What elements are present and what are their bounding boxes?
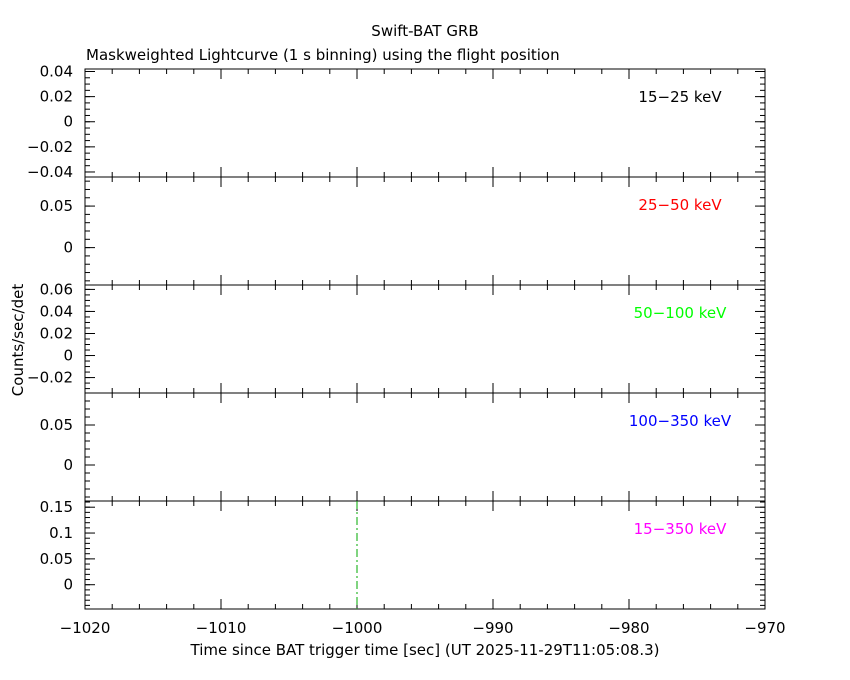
y-tick-label: 0.04 <box>40 302 73 320</box>
panel-1: −0.04 −0.02 0 0.02 0.04 15−25 keV <box>27 63 766 181</box>
panel-frame <box>84 284 766 394</box>
panel-frame <box>84 500 766 610</box>
y-tick-label: 0.02 <box>40 88 73 106</box>
panel-4: 0 0.05 100−350 keV <box>40 392 766 502</box>
panels-group: −0.04 −0.02 0 0.02 0.04 15−25 keV 0 0.05 25−50 k… <box>27 63 786 637</box>
panel-frame <box>84 392 766 502</box>
y-tick-label: 0 <box>63 239 73 257</box>
chart-subtitle: Maskweighted Lightcurve (1 s binning) us… <box>86 46 560 64</box>
y-tick-label: −0.02 <box>27 138 73 156</box>
panel-2: 0 0.05 25−50 keV <box>40 176 766 286</box>
y-tick-label: 0 <box>63 576 73 594</box>
x-tick-label: −970 <box>744 619 785 637</box>
y-tick-label: 0.15 <box>40 498 73 516</box>
y-tick-label: 0 <box>63 347 73 365</box>
band-label: 25−50 keV <box>638 196 722 214</box>
panel-5: 0 0.05 0.1 0.15 15−350 keV <box>40 498 766 610</box>
y-tick-label: 0 <box>63 456 73 474</box>
band-label: 15−350 keV <box>634 520 727 538</box>
y-tick-label: 0.05 <box>40 550 73 568</box>
y-tick-label: 0.1 <box>49 524 73 542</box>
y-tick-label: −0.04 <box>27 163 73 181</box>
band-label: 15−25 keV <box>638 88 722 106</box>
y-tick-label: 0.04 <box>40 63 73 81</box>
y-tick-label: 0.06 <box>40 280 73 298</box>
y-tick-label: −0.02 <box>27 369 73 387</box>
panel-3: −0.02 0 0.02 0.04 0.06 50−100 keV <box>27 280 766 394</box>
panel-frame <box>84 176 766 286</box>
x-tick-label: −1010 <box>196 619 247 637</box>
chart-title: Swift-BAT GRB <box>371 22 478 40</box>
y-tick-label: 0.05 <box>40 197 73 215</box>
y-tick-label: 0.02 <box>40 324 73 342</box>
x-tick-label: −980 <box>608 619 649 637</box>
y-tick-label: 0 <box>63 113 73 131</box>
y-axis-label: Counts/sec/det <box>9 284 27 397</box>
x-tick-label: −1000 <box>332 619 383 637</box>
x-axis-label: Time since BAT trigger time [sec] (UT 20… <box>190 641 660 659</box>
x-tick-label: −990 <box>472 619 513 637</box>
x-tick-label: −1020 <box>60 619 111 637</box>
y-tick-label: 0.05 <box>40 416 73 434</box>
band-label: 50−100 keV <box>634 304 727 322</box>
panel-frame <box>84 68 766 178</box>
band-label: 100−350 keV <box>629 412 732 430</box>
